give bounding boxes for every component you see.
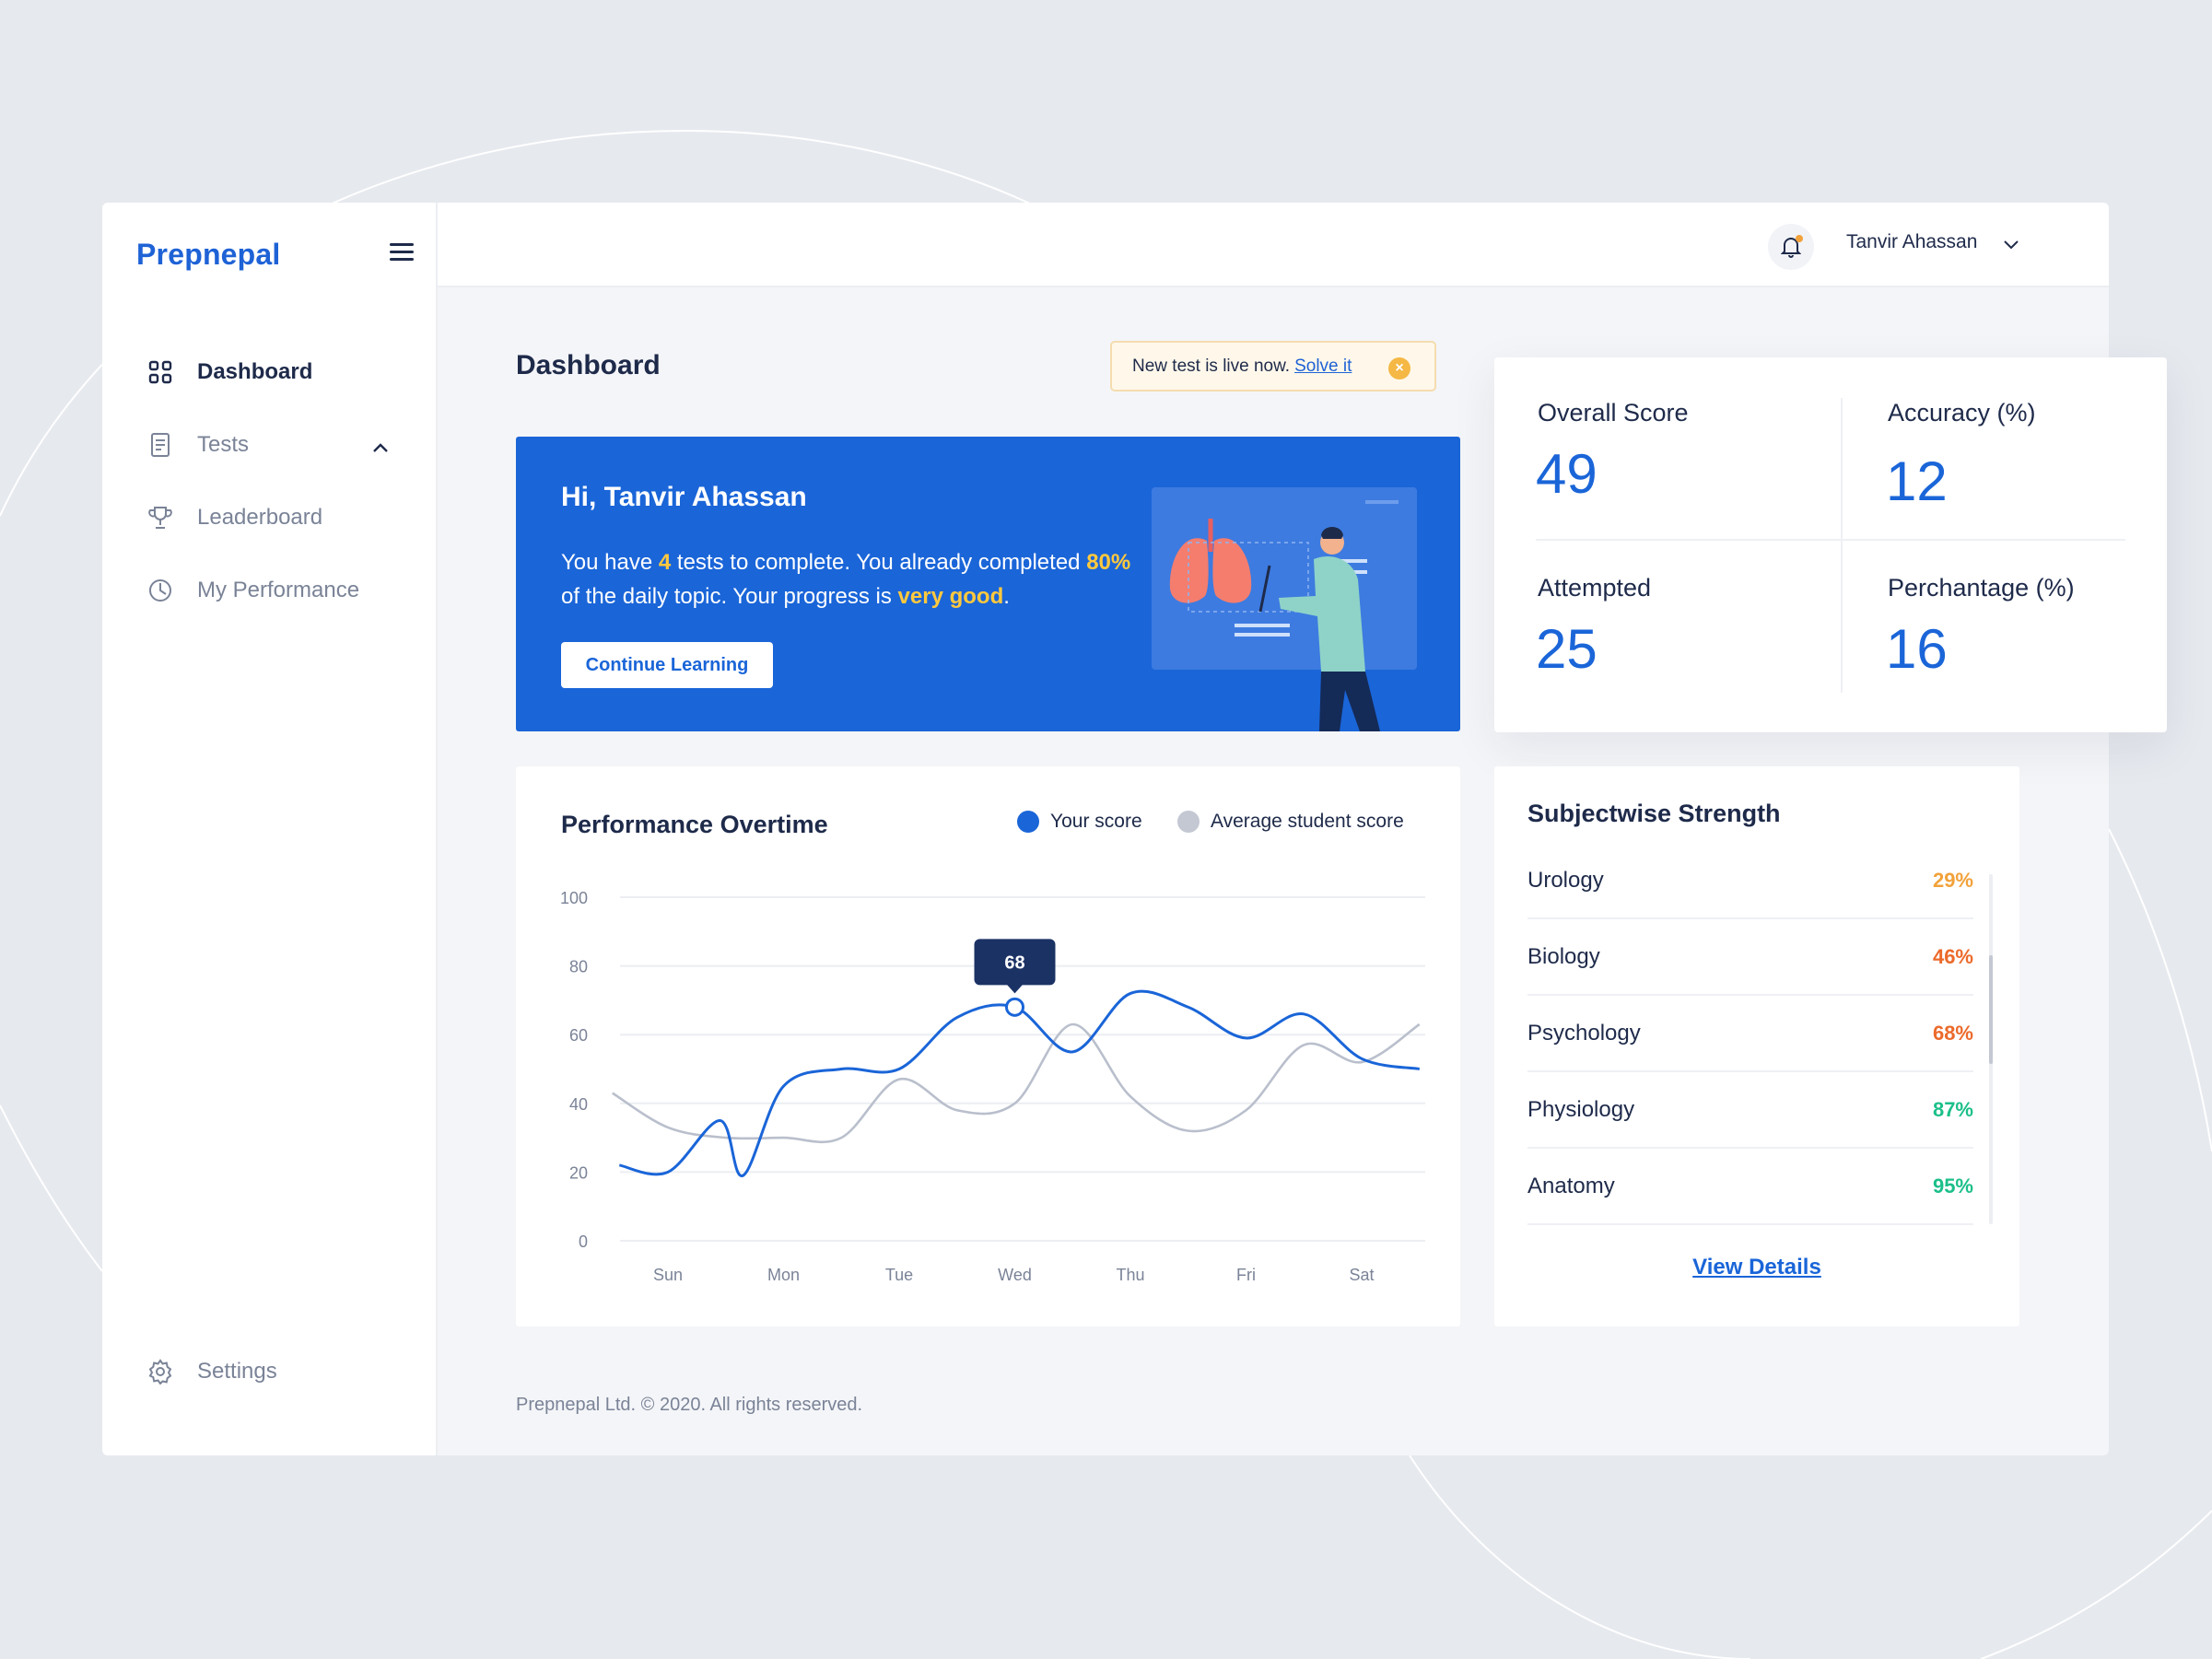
top-bar: Tanvir Ahassan xyxy=(438,203,2109,287)
notice-text: New test is live now. xyxy=(1132,356,1291,376)
x-tick-label: Tue xyxy=(885,1266,913,1284)
solve-it-link[interactable]: Solve it xyxy=(1294,356,1352,376)
subject-row-psychology[interactable]: Psychology 68% xyxy=(1527,996,1973,1072)
pie-chart-icon xyxy=(146,577,174,604)
subjects-title: Subjectwise Strength xyxy=(1527,800,1781,827)
y-tick-label: 40 xyxy=(569,1095,588,1114)
stat-label: Perchantage (%) xyxy=(1888,574,2075,602)
subject-row-urology[interactable]: Urology 29% xyxy=(1527,843,1973,919)
menu-icon[interactable] xyxy=(390,243,414,263)
x-tick-label: Sat xyxy=(1349,1266,1374,1284)
stat-value: 25 xyxy=(1536,618,1598,680)
stat-value: 12 xyxy=(1886,450,1948,512)
tooltip-value: 68 xyxy=(1004,952,1024,973)
highlight-point xyxy=(1005,997,1024,1017)
stat-value: 16 xyxy=(1886,618,1948,680)
subject-percent: 46% xyxy=(1932,944,1973,968)
scrollbar-thumb[interactable] xyxy=(1989,955,1993,1064)
sidebar-item-my-performance[interactable]: My Performance xyxy=(146,568,359,613)
gear-icon xyxy=(146,1358,174,1385)
progress-message: You have 4 tests to complete. You alread… xyxy=(561,550,1131,609)
subject-percent: 29% xyxy=(1932,868,1973,892)
sidebar-item-label: My Performance xyxy=(197,578,360,602)
stat-attempted: Attempted 25 xyxy=(1494,532,1826,707)
stat-label: Overall Score xyxy=(1538,399,1689,426)
stat-overall-score: Overall Score 49 xyxy=(1494,357,1826,532)
view-details-link[interactable]: View Details xyxy=(1692,1255,1821,1279)
your-score-line xyxy=(618,989,1421,1177)
stat-percentage: Perchantage (%) 16 xyxy=(1844,532,2176,707)
subject-row-anatomy[interactable]: Anatomy 95% xyxy=(1527,1149,1973,1225)
completed-percent: 80% xyxy=(1086,550,1131,575)
subject-name: Psychology xyxy=(1527,1020,1641,1046)
x-tick-label: Thu xyxy=(1116,1266,1144,1284)
x-tick-label: Mon xyxy=(767,1266,800,1284)
document-icon xyxy=(146,431,174,459)
sidebar-item-dashboard[interactable]: Dashboard xyxy=(146,350,312,394)
new-test-notice: New test is live now. Solve it × xyxy=(1110,341,1436,391)
doctor-lungs-illustration xyxy=(1152,487,1417,731)
y-tick-label: 60 xyxy=(569,1026,588,1045)
subject-row-biology[interactable]: Biology 46% xyxy=(1527,919,1973,996)
footer-copyright: Prepnepal Ltd. © 2020. All rights reserv… xyxy=(516,1395,863,1415)
subject-percent: 95% xyxy=(1932,1174,1973,1198)
stat-label: Attempted xyxy=(1538,574,1652,602)
close-icon[interactable]: × xyxy=(1388,357,1410,380)
chart-title: Performance Overtime xyxy=(561,811,828,838)
stat-label: Accuracy (%) xyxy=(1888,399,2036,426)
sidebar-item-label: Tests xyxy=(197,432,250,457)
chevron-up-icon[interactable] xyxy=(369,438,392,460)
stats-card: Overall Score 49 Accuracy (%) 12 Attempt… xyxy=(1494,357,2167,732)
performance-line-chart: 0 20 40 60 80 100 Sun Mon Tue Wed Thu Fri Sat 68 xyxy=(560,889,1425,1284)
sidebar-item-settings[interactable]: Settings xyxy=(146,1349,277,1394)
legend-swatch xyxy=(1177,811,1200,833)
subject-name: Physiology xyxy=(1527,1096,1635,1122)
y-tick-label: 100 xyxy=(560,889,588,907)
user-name[interactable]: Tanvir Ahassan xyxy=(1846,231,1978,252)
welcome-banner: Hi, Tanvir Ahassan You have 4 tests to c… xyxy=(516,437,1460,731)
tooltip-pointer xyxy=(1006,984,1024,994)
legend-average-score[interactable]: Average student score xyxy=(1177,811,1404,833)
chevron-down-icon[interactable] xyxy=(2001,234,2021,254)
performance-chart-card: Performance Overtime Your score Average … xyxy=(516,766,1460,1326)
subjectwise-strength-card: Subjectwise Strength Urology 29% Biology… xyxy=(1494,766,2019,1326)
subject-name: Urology xyxy=(1527,867,1604,893)
subject-row-physiology[interactable]: Physiology 87% xyxy=(1527,1072,1973,1149)
x-tick-label: Wed xyxy=(998,1266,1032,1284)
notification-dot xyxy=(1796,235,1803,242)
stat-accuracy: Accuracy (%) 12 xyxy=(1844,357,2176,532)
bell-icon[interactable] xyxy=(1768,224,1814,270)
y-tick-label: 20 xyxy=(569,1163,588,1182)
trophy-icon xyxy=(146,504,174,532)
sidebar-item-tests[interactable]: Tests xyxy=(146,423,249,467)
subject-name: Anatomy xyxy=(1527,1173,1615,1198)
grid-icon xyxy=(146,358,174,386)
greeting: Hi, Tanvir Ahassan xyxy=(561,482,807,512)
stat-value: 49 xyxy=(1536,443,1598,505)
y-tick-label: 0 xyxy=(579,1233,588,1251)
x-tick-label: Fri xyxy=(1236,1266,1256,1284)
tooltip-box xyxy=(974,939,1056,986)
continue-learning-button[interactable]: Continue Learning xyxy=(561,642,773,688)
legend-swatch xyxy=(1017,811,1039,833)
sidebar: Prepnepal Dashboard Tests xyxy=(102,203,438,1455)
subject-percent: 87% xyxy=(1932,1097,1973,1121)
legend-your-score[interactable]: Your score xyxy=(1017,811,1142,833)
subject-name: Biology xyxy=(1527,943,1600,969)
sidebar-item-label: Settings xyxy=(197,1359,277,1384)
progress-word: very good xyxy=(897,584,1004,609)
sidebar-item-leaderboard[interactable]: Leaderboard xyxy=(146,496,322,540)
page-title: Dashboard xyxy=(516,350,661,380)
sidebar-item-label: Dashboard xyxy=(197,359,313,384)
average-score-line xyxy=(612,1022,1421,1144)
sidebar-item-label: Leaderboard xyxy=(197,505,323,530)
y-tick-label: 80 xyxy=(569,958,588,976)
brand-logo[interactable]: Prepnepal xyxy=(136,238,281,271)
x-tick-label: Sun xyxy=(653,1266,683,1284)
subject-percent: 68% xyxy=(1932,1021,1973,1045)
tests-count: 4 xyxy=(658,550,672,575)
